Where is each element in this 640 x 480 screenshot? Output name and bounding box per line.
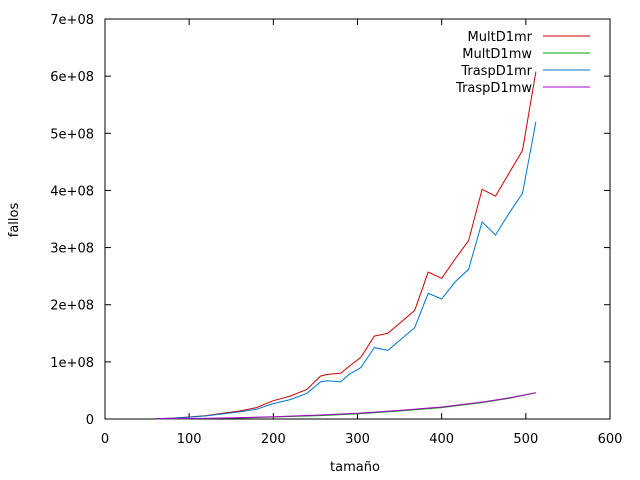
x-tick-label: 300 bbox=[345, 432, 370, 447]
x-tick-label: 0 bbox=[101, 432, 109, 447]
series-line-TraspD1mw bbox=[155, 392, 536, 420]
y-tick-label: 7e+08 bbox=[50, 13, 94, 28]
legend-label: MultD1mr bbox=[468, 30, 533, 45]
y-tick-label: 3e+08 bbox=[50, 242, 94, 257]
x-tick-label: 600 bbox=[598, 432, 623, 447]
y-axis-label: fallos bbox=[7, 203, 22, 238]
y-tick-label: 6e+08 bbox=[50, 70, 94, 85]
y-tick-label: 0 bbox=[86, 413, 94, 428]
legend: MultD1mr MultD1mw TraspD1mr TraspD1mw bbox=[455, 30, 590, 96]
x-tick-label: 500 bbox=[513, 432, 538, 447]
y-tick-label: 5e+08 bbox=[50, 127, 94, 142]
x-axis: 0 100 200 300 400 500 600 bbox=[101, 19, 623, 447]
y-tick-label: 2e+08 bbox=[50, 299, 94, 314]
series-line-TraspD1mr bbox=[155, 121, 537, 420]
y-tick-label: 1e+08 bbox=[50, 356, 94, 371]
series-layer bbox=[155, 71, 537, 420]
y-tick-label: 4e+08 bbox=[50, 184, 94, 199]
x-axis-label: tamaño bbox=[330, 460, 380, 475]
legend-label: MultD1mw bbox=[462, 47, 532, 62]
legend-label: TraspD1mw bbox=[455, 81, 532, 96]
x-tick-label: 200 bbox=[261, 432, 286, 447]
series-line-MultD1mr bbox=[155, 71, 537, 420]
x-tick-label: 100 bbox=[177, 432, 202, 447]
legend-label: TraspD1mr bbox=[460, 64, 532, 79]
x-tick-label: 400 bbox=[429, 432, 454, 447]
y-axis: 0 1e+08 2e+08 3e+08 4e+08 5e+08 6e+08 7e+08 bbox=[50, 13, 610, 428]
